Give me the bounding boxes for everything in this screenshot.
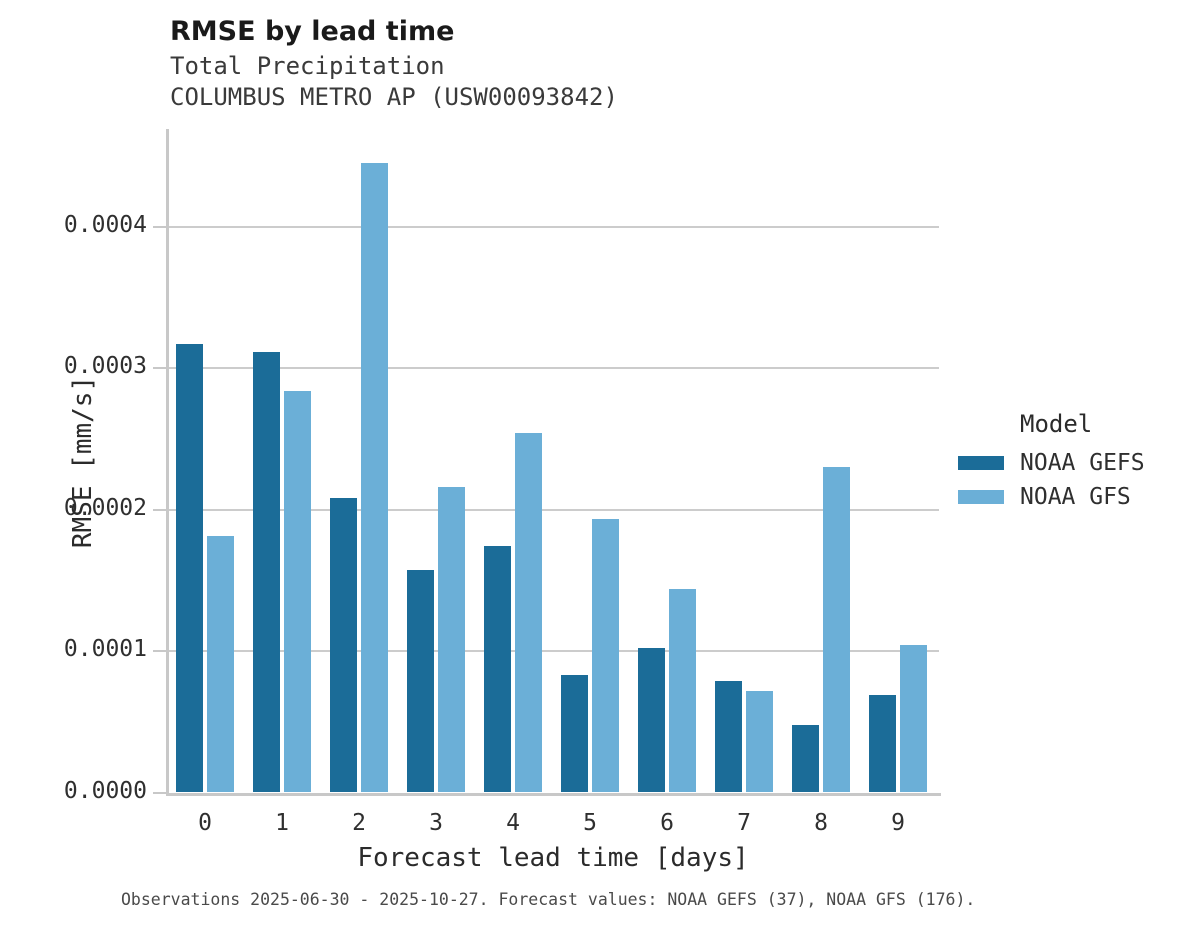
legend-entry-noaa-gfs: NOAA GFS [958,484,1173,518]
x-tick-label-1: 1 [275,810,289,836]
y-tick-mark-0.0002 [153,508,166,511]
legend-swatch-noaa-gfs [958,490,1004,504]
bar-day7-noaa-gefs [714,680,743,793]
bar-day0-noaa-gfs [206,536,235,793]
x-tick-label-2: 2 [352,810,366,836]
bar-day8-noaa-gefs [791,724,820,793]
x-axis-spine [166,792,941,796]
x-tick-label-4: 4 [506,810,520,836]
legend-label: NOAA GFS [1020,484,1131,510]
legend-swatch-noaa-gefs [958,456,1004,470]
x-tick-label-0: 0 [198,810,212,836]
y-tick-label-0.0002: 0.0002 [63,494,147,521]
bar-day4-noaa-gfs [514,433,543,793]
y-axis-label: RMSE [mm/s] [68,375,98,549]
bar-day1-noaa-gefs [252,352,281,793]
bar-day5-noaa-gfs [591,519,620,793]
bar-day1-noaa-gfs [283,390,312,793]
x-tick-label-5: 5 [583,810,597,836]
y-tick-mark-0.0004 [153,225,166,228]
gridline-y-0.0003 [166,367,939,369]
bar-day2-noaa-gefs [329,498,358,793]
x-tick-label-9: 9 [891,810,905,836]
bar-day3-noaa-gfs [437,486,466,793]
y-tick-label-0.0001: 0.0001 [63,636,147,662]
bar-day4-noaa-gefs [483,546,512,793]
legend: Model NOAA GEFS NOAA GFS [958,410,1173,518]
footer-note: Observations 2025-06-30 - 2025-10-27. Fo… [121,890,976,909]
x-tick-label-8: 8 [814,810,828,836]
x-axis-label: Forecast lead time [days] [357,843,749,873]
y-tick-label-0.0000: 0.0000 [63,777,147,804]
y-axis-spine [166,129,169,796]
bar-day6-noaa-gefs [637,648,666,793]
x-tick-label-7: 7 [737,810,751,836]
bar-day8-noaa-gfs [822,467,851,793]
legend-entries: NOAA GEFS NOAA GFS [958,450,1173,518]
legend-title: Model [1020,410,1093,438]
y-tick-mark-0.0000 [153,791,166,794]
chart-title: RMSE by lead time [170,16,455,47]
y-tick-label-0.0004: 0.0004 [63,211,147,238]
bar-day7-noaa-gfs [745,690,774,793]
x-tick-label-6: 6 [660,810,674,836]
gridline-y-0.0001 [166,650,939,652]
y-tick-label-0.0003: 0.0003 [63,353,147,379]
bar-day2-noaa-gfs [360,162,389,793]
bar-day3-noaa-gefs [406,570,435,793]
y-tick-mark-0.0001 [153,650,166,652]
bar-day6-noaa-gfs [668,588,697,793]
bar-day0-noaa-gefs [175,343,204,793]
legend-label: NOAA GEFS [1020,450,1145,476]
gridline-y-0.0004 [166,225,939,228]
x-tick-label-3: 3 [429,810,443,836]
bar-day9-noaa-gefs [868,694,897,793]
bar-day9-noaa-gfs [899,645,928,793]
bar-day5-noaa-gefs [560,675,589,793]
chart-subtitle-station: COLUMBUS METRO AP (USW00093842) [170,83,618,111]
chart-subtitle-variable: Total Precipitation [170,52,445,80]
gridline-y-0.0002 [166,508,939,511]
y-tick-mark-0.0003 [153,367,166,369]
legend-entry-noaa-gefs: NOAA GEFS [958,450,1173,484]
